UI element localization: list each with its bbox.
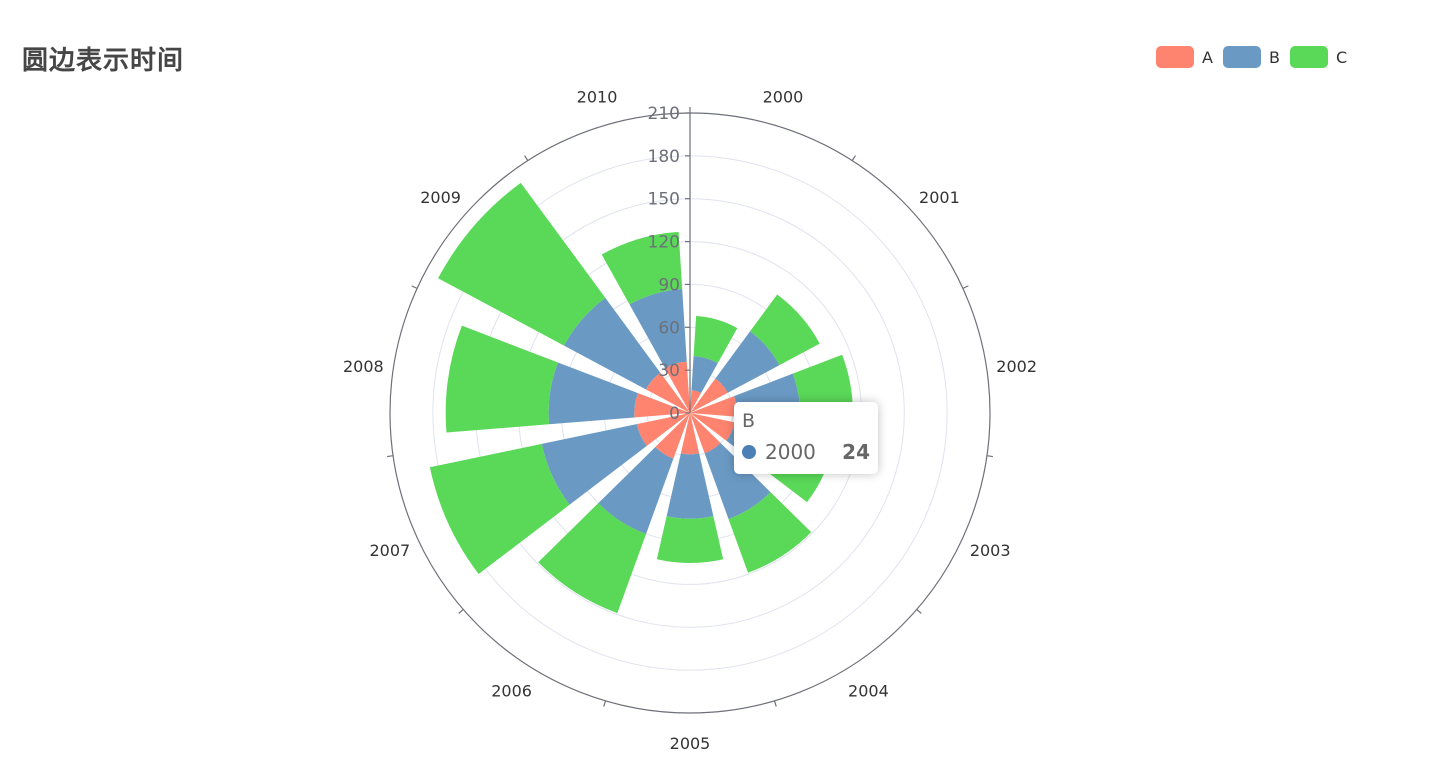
legend-item-c[interactable]: C <box>1289 46 1348 68</box>
bar-b-2000[interactable] <box>691 355 718 394</box>
bar-a-2005[interactable] <box>680 413 700 455</box>
angle-label-2009: 2009 <box>420 188 461 207</box>
bar-a-2009[interactable] <box>645 372 690 413</box>
legend-label-a: A <box>1202 47 1213 67</box>
legend: A B C <box>1156 46 1357 68</box>
bar-a-2008[interactable] <box>634 393 690 418</box>
bar-a-2004[interactable] <box>690 413 721 454</box>
legend-item-a[interactable]: A <box>1156 46 1213 68</box>
bar-a-2002[interactable] <box>690 396 738 417</box>
bar-a-2006[interactable] <box>655 413 690 459</box>
bar-b-2004[interactable] <box>704 443 771 520</box>
legend-label-c: C <box>1335 47 1348 67</box>
tooltip-name: 2000 <box>765 440 816 464</box>
bar-b-2008[interactable] <box>548 362 638 425</box>
bar-c-2008[interactable] <box>445 325 558 433</box>
radius-label-30: 30 <box>658 361 680 381</box>
angle-label-2004: 2004 <box>848 682 889 701</box>
bar-b-2007[interactable] <box>541 424 647 505</box>
tooltip-dot-icon <box>742 445 756 459</box>
tooltip-value: 24 <box>842 440 870 464</box>
angle-tick <box>603 700 607 707</box>
angle-label-2000: 2000 <box>763 87 804 106</box>
bar-c-2006[interactable] <box>538 503 647 614</box>
angle-label-2010: 2010 <box>577 87 618 106</box>
angle-tick <box>387 455 394 458</box>
angle-tick <box>962 285 969 289</box>
angle-tick <box>916 609 922 614</box>
radius-label-60: 60 <box>658 318 680 338</box>
angle-tick <box>524 155 529 161</box>
bar-b-2006[interactable] <box>598 447 674 534</box>
bar-a-2003[interactable] <box>690 413 735 441</box>
angle-label-2006: 2006 <box>491 682 532 701</box>
radius-label-0: 0 <box>669 404 680 424</box>
bar-a-2010[interactable] <box>664 361 690 413</box>
tooltip: B 2000 24 <box>734 402 878 474</box>
axis-layer: 2000 2001 2002 2003 2004 2005 2006 2007 2008 2009… <box>343 87 1037 753</box>
bar-b-2005[interactable] <box>666 453 714 519</box>
bar-c-2005[interactable] <box>656 516 724 563</box>
legend-item-b[interactable]: B <box>1222 46 1280 68</box>
bar-a-2000[interactable] <box>690 390 702 413</box>
legend-swatch-b <box>1222 46 1261 68</box>
angle-label-2008: 2008 <box>343 357 384 376</box>
bar-b-2010[interactable] <box>629 288 687 369</box>
bar-c-2007[interactable] <box>429 443 570 575</box>
bar-c-2001[interactable] <box>750 294 820 366</box>
radius-label-90: 90 <box>658 275 680 295</box>
angle-label-2002: 2002 <box>996 357 1037 376</box>
tooltip-row: 2000 24 <box>742 440 870 464</box>
chart-title: 圆边表示时间 <box>22 46 185 76</box>
bar-a-2001[interactable] <box>690 378 728 413</box>
bar-c-2000[interactable] <box>693 316 738 364</box>
legend-label-b: B <box>1268 47 1280 67</box>
angle-label-2003: 2003 <box>970 541 1011 560</box>
angle-tick <box>773 700 777 707</box>
angle-label-2007: 2007 <box>369 541 410 560</box>
radius-label-210: 210 <box>648 104 680 124</box>
bar-layer <box>429 182 853 614</box>
angle-tick <box>411 285 418 289</box>
legend-swatch-c <box>1289 46 1328 68</box>
tooltip-series: B <box>742 410 756 432</box>
angle-tick <box>851 155 856 161</box>
bar-b-2009[interactable] <box>564 297 661 390</box>
radius-label-180: 180 <box>648 147 680 167</box>
bar-c-2010[interactable] <box>601 231 683 305</box>
legend-swatch-a <box>1156 46 1194 68</box>
angle-tick <box>458 609 464 614</box>
angle-tick <box>986 455 993 458</box>
bar-c-2004[interactable] <box>728 492 812 573</box>
radius-label-150: 150 <box>648 190 680 210</box>
angle-label-2001: 2001 <box>919 188 960 207</box>
bar-a-2007[interactable] <box>636 413 690 446</box>
bar-c-2009[interactable] <box>438 182 606 346</box>
angle-label-2005: 2005 <box>670 734 711 753</box>
bar-b-2001[interactable] <box>715 331 780 393</box>
radius-label-120: 120 <box>648 233 680 253</box>
